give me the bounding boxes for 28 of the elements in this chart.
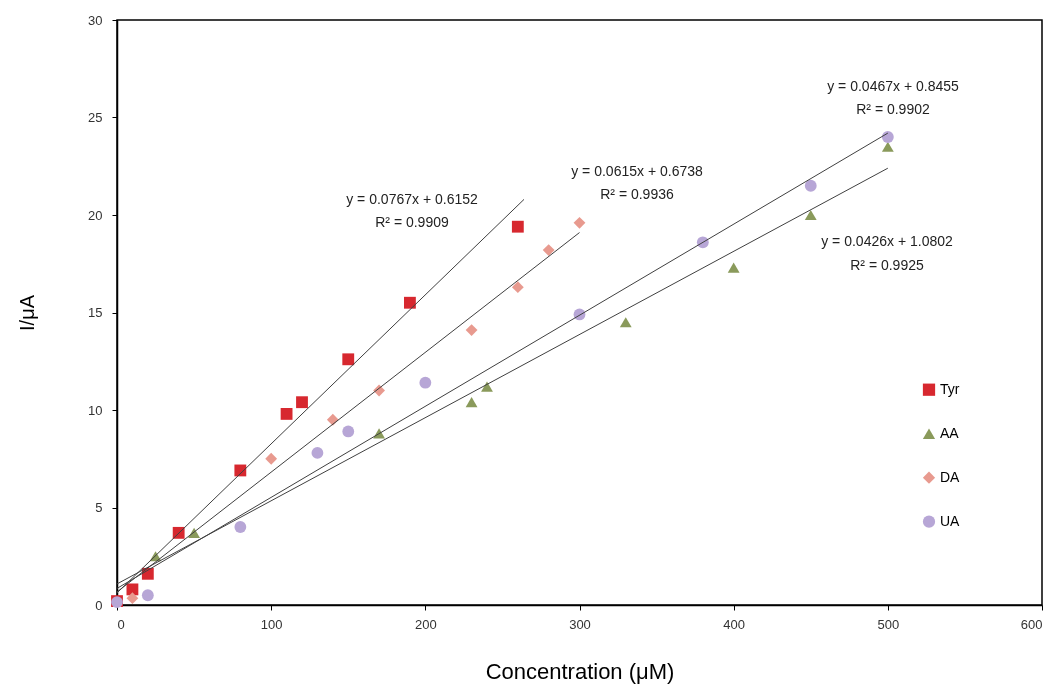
x-tick-label: 400 bbox=[723, 616, 746, 632]
x-tick-label: 0 bbox=[117, 616, 125, 632]
legend-label: Tyr bbox=[940, 380, 960, 397]
legend-label: DA bbox=[940, 468, 961, 485]
y-tick-label: 30 bbox=[88, 12, 103, 28]
annotation: R² = 0.9925 bbox=[850, 257, 924, 273]
legend-label: AA bbox=[940, 424, 960, 441]
y-axis-title: I/μA bbox=[16, 294, 39, 331]
annotation: y = 0.0615x + 0.6738 bbox=[571, 163, 703, 179]
x-axis-title: Concentration (μM) bbox=[485, 658, 675, 684]
x-tick-label: 200 bbox=[414, 616, 437, 632]
annotation: R² = 0.9936 bbox=[600, 186, 674, 202]
y-tick-label: 5 bbox=[95, 500, 103, 515]
x-tick-label: 100 bbox=[260, 616, 283, 632]
legend-label: UA bbox=[940, 512, 961, 529]
x-tick-label: 600 bbox=[1020, 616, 1043, 632]
annotation: y = 0.0426x + 1.0802 bbox=[821, 233, 953, 249]
y-tick-label: 0 bbox=[95, 597, 103, 613]
annotation: y = 0.0767x + 0.6152 bbox=[346, 191, 478, 207]
annotation: R² = 0.9909 bbox=[375, 214, 449, 230]
annotation: R² = 0.9902 bbox=[856, 101, 930, 117]
y-tick-label: 20 bbox=[88, 207, 103, 223]
y-tick-label: 15 bbox=[88, 305, 103, 320]
x-tick-label: 500 bbox=[877, 616, 900, 632]
x-tick-label: 300 bbox=[569, 616, 591, 632]
y-tick-label: 25 bbox=[88, 110, 103, 125]
annotation: y = 0.0467x + 0.8455 bbox=[827, 78, 959, 94]
y-tick-label: 10 bbox=[88, 402, 103, 418]
